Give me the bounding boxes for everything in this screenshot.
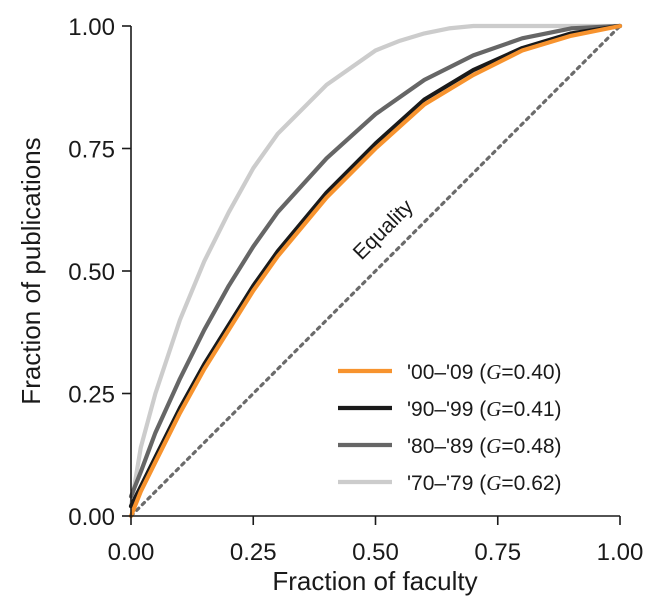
y-tick-label: 1.00 <box>68 14 115 41</box>
x-tick-label: 0.50 <box>352 539 399 566</box>
legend-label: '90–'99 (G=0.41) <box>407 397 562 421</box>
y-axis-label: Fraction of publications <box>16 137 46 404</box>
equality-line <box>129 24 622 518</box>
x-tick-label: 0.75 <box>474 539 521 566</box>
y-tick-label: 0.75 <box>68 137 115 164</box>
ticks: 0.00 0.25 0.50 0.75 1.00 0.00 0.25 0.50 0.75 1.00 <box>68 14 643 566</box>
legend-label: '00–'09 (G=0.40) <box>407 360 562 384</box>
legend: '00–'09 (G=0.40) '90–'99 (G=0.41) '80–'89 … <box>338 360 562 495</box>
legend-label: '80–'89 (G=0.48) <box>407 434 562 458</box>
y-tick-label: 0.50 <box>68 259 115 286</box>
y-tick-label: 0.25 <box>68 382 115 409</box>
series-line <box>128 23 623 509</box>
legend-label: '70–'79 (G=0.62) <box>407 471 562 495</box>
x-axis-label: Fraction of faculty <box>272 566 477 596</box>
series-line <box>128 23 623 509</box>
x-tick-label: 0.00 <box>108 539 155 566</box>
equality-label: Equality <box>349 195 418 264</box>
series-line <box>128 23 623 499</box>
x-tick-label: 1.00 <box>597 539 644 566</box>
plot-area <box>128 23 623 519</box>
x-tick-label: 0.25 <box>230 539 277 566</box>
y-tick-label: 0.00 <box>68 504 115 531</box>
series-line <box>128 23 623 519</box>
